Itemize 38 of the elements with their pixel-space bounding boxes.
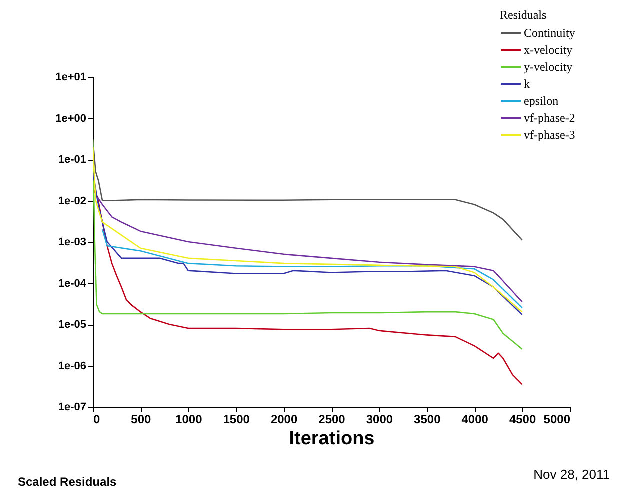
- legend-label: Continuity: [524, 26, 576, 40]
- legend-title: Residuals: [500, 8, 547, 22]
- line-series: [102, 228, 523, 309]
- x-axis-title: Iterations: [289, 428, 375, 450]
- x-tick-label: 4000: [462, 412, 489, 426]
- y-tick-label: 1e-04: [58, 278, 88, 290]
- line-series: [93, 139, 523, 350]
- y-tick-label: 1e+00: [56, 112, 86, 125]
- x-tick-label: 500: [131, 412, 152, 426]
- legend-label: y-velocity: [524, 60, 573, 74]
- x-tick-label: 4500: [509, 412, 536, 426]
- y-tick-label: 1e-07: [58, 402, 86, 414]
- text: Nov 28, 2011: [534, 467, 610, 482]
- y-tick-label: 1e-06: [58, 360, 86, 372]
- line-series: [93, 171, 523, 316]
- line-series: [93, 188, 523, 386]
- x-tick-label: 1500: [223, 412, 250, 426]
- y-tick-label: 1e-02: [58, 195, 86, 208]
- x-tick-label: 0: [94, 412, 100, 426]
- y-tick-label: 1e-05: [58, 319, 86, 331]
- x-tick-label: 2000: [270, 412, 298, 426]
- x-tick-label: 1000: [176, 412, 203, 426]
- line-series: [93, 146, 523, 313]
- x-tick-label: 2500: [318, 412, 346, 426]
- x-tick-label: 3000: [366, 412, 394, 426]
- y-tick-label: 1e-03: [58, 236, 86, 248]
- legend-label: vf-phase-3: [524, 128, 576, 142]
- legend-label: x-velocity: [524, 43, 573, 57]
- line-series: [97, 196, 523, 303]
- legend-label: vf-phase-2: [524, 111, 576, 125]
- legend-label: k: [524, 77, 530, 91]
- x-tick-label: 3500: [414, 412, 442, 426]
- x-tick-label: 5000: [544, 412, 571, 426]
- text: Scaled Residuals: [18, 475, 118, 489]
- y-tick-label: 1e+01: [56, 72, 86, 84]
- line-series: [93, 139, 523, 241]
- legend-label: epsilon: [524, 94, 559, 108]
- y-tick-label: 1e-01: [58, 154, 86, 166]
